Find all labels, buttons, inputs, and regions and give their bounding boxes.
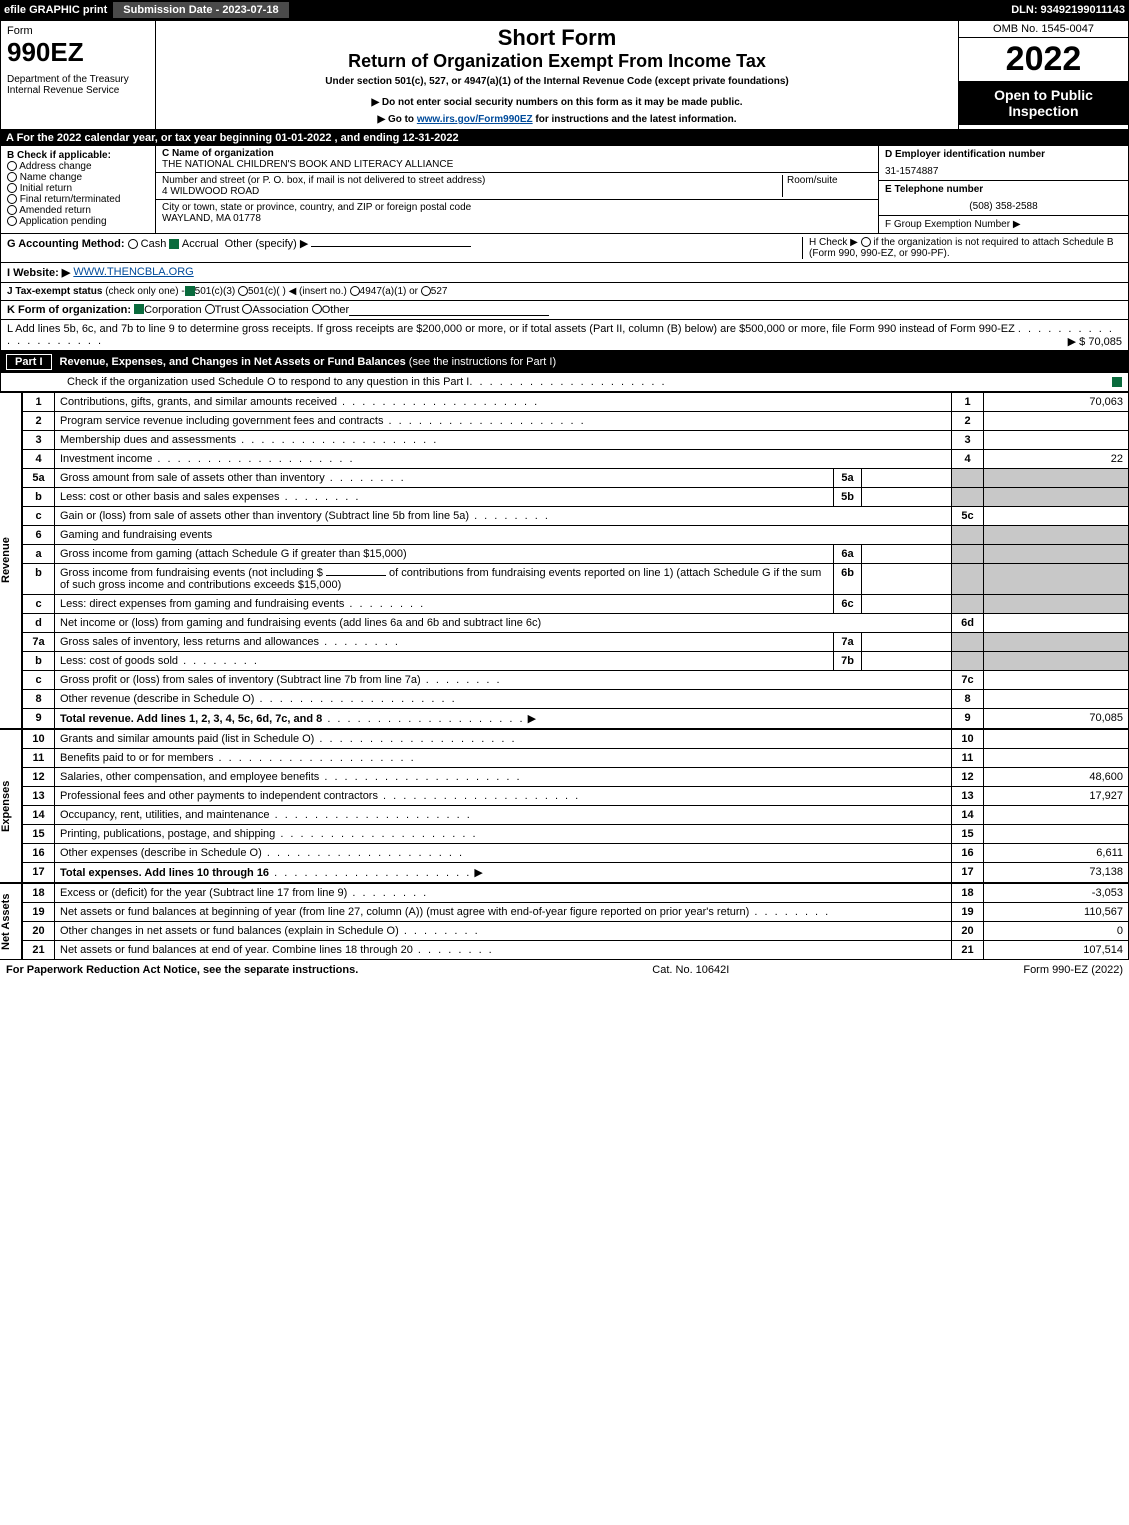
expenses-side-label: Expenses bbox=[0, 729, 22, 883]
dln: DLN: 93492199011143 bbox=[1011, 4, 1125, 16]
line-3-amount bbox=[984, 431, 1129, 450]
line-4-amount: 22 bbox=[984, 450, 1129, 469]
line-16-amount: 6,611 bbox=[984, 844, 1129, 863]
check-name-change[interactable] bbox=[7, 172, 17, 182]
line-17-amount: 73,138 bbox=[984, 863, 1129, 883]
check-initial-return[interactable] bbox=[7, 183, 17, 193]
check-501c3[interactable] bbox=[185, 286, 195, 296]
line-21-amount: 107,514 bbox=[984, 941, 1129, 960]
line-9-amount: 70,085 bbox=[984, 709, 1129, 729]
room-suite: Room/suite bbox=[782, 175, 872, 197]
line-18-amount: -3,053 bbox=[984, 884, 1129, 903]
tax-year: 2022 bbox=[959, 38, 1128, 81]
check-final-return[interactable] bbox=[7, 194, 17, 204]
line-7c-amount bbox=[984, 671, 1129, 690]
line-7a-val bbox=[862, 633, 952, 652]
check-other-org[interactable] bbox=[312, 304, 322, 314]
irs-link[interactable]: www.irs.gov/Form990EZ bbox=[417, 114, 533, 125]
line-6b-val bbox=[862, 564, 952, 595]
line-8-amount bbox=[984, 690, 1129, 709]
row-k-form-org: K Form of organization: Corporation Trus… bbox=[0, 301, 1129, 320]
check-501c[interactable] bbox=[238, 286, 248, 296]
efile-label: efile GRAPHIC print bbox=[4, 4, 107, 16]
line-19-amount: 110,567 bbox=[984, 903, 1129, 922]
short-form-title: Short Form bbox=[162, 25, 952, 51]
row-a-tax-year: A For the 2022 calendar year, or tax yea… bbox=[0, 130, 1129, 146]
omb-number: OMB No. 1545-0047 bbox=[959, 21, 1128, 38]
check-527[interactable] bbox=[421, 286, 431, 296]
do-not-ssn: ▶ Do not enter social security numbers o… bbox=[162, 97, 952, 108]
telephone: (508) 358-2588 bbox=[879, 198, 1128, 216]
line-5a-val bbox=[862, 469, 952, 488]
form-number: 990EZ bbox=[7, 37, 149, 68]
line-5c-amount bbox=[984, 507, 1129, 526]
goto-line: ▶ Go to www.irs.gov/Form990EZ for instru… bbox=[162, 114, 952, 125]
line-7b-val bbox=[862, 652, 952, 671]
part-i-header: Part I Revenue, Expenses, and Changes in… bbox=[0, 351, 1129, 373]
dept-treasury: Department of the Treasury bbox=[7, 74, 149, 85]
net-assets-section: Net Assets 18Excess or (deficit) for the… bbox=[0, 883, 1129, 960]
line-6a-val bbox=[862, 545, 952, 564]
check-cash[interactable] bbox=[128, 239, 138, 249]
check-assoc[interactable] bbox=[242, 304, 252, 314]
line-15-amount bbox=[984, 825, 1129, 844]
row-l-gross-receipts: L Add lines 5b, 6c, and 7b to line 9 to … bbox=[0, 320, 1129, 351]
line-5b-val bbox=[862, 488, 952, 507]
page-footer: For Paperwork Reduction Act Notice, see … bbox=[0, 960, 1129, 980]
check-trust[interactable] bbox=[205, 304, 215, 314]
check-application-pending[interactable] bbox=[7, 216, 17, 226]
check-address-change[interactable] bbox=[7, 161, 17, 171]
top-bar: efile GRAPHIC print Submission Date - 20… bbox=[0, 0, 1129, 20]
form-header: Form 990EZ Department of the Treasury In… bbox=[0, 20, 1129, 130]
city-state-zip: WAYLAND, MA 01778 bbox=[162, 213, 261, 224]
ein: 31-1574887 bbox=[879, 163, 1128, 181]
org-name: THE NATIONAL CHILDREN'S BOOK AND LITERAC… bbox=[162, 159, 453, 170]
section-b: B Check if applicable: Address change Na… bbox=[1, 146, 156, 233]
revenue-section: Revenue 1Contributions, gifts, grants, a… bbox=[0, 392, 1129, 729]
line-1-amount: 70,063 bbox=[984, 393, 1129, 412]
form-word: Form bbox=[7, 25, 149, 37]
line-13-amount: 17,927 bbox=[984, 787, 1129, 806]
street: 4 WILDWOOD ROAD bbox=[162, 186, 259, 197]
check-schedule-o[interactable] bbox=[1112, 377, 1122, 387]
gross-receipts-amount: ▶ $ 70,085 bbox=[1068, 335, 1122, 348]
row-i-website: I Website: ▶ WWW.THENCBLA.ORG bbox=[0, 263, 1129, 283]
cat-no: Cat. No. 10642I bbox=[358, 964, 1023, 976]
section-c: C Name of organization THE NATIONAL CHIL… bbox=[156, 146, 878, 233]
paperwork-notice: For Paperwork Reduction Act Notice, see … bbox=[6, 964, 358, 976]
part-i-check-row: Check if the organization used Schedule … bbox=[0, 373, 1129, 392]
check-corp[interactable] bbox=[134, 304, 144, 314]
irs-label: Internal Revenue Service bbox=[7, 85, 149, 96]
form-id-footer: Form 990-EZ (2022) bbox=[1023, 964, 1123, 976]
under-section: Under section 501(c), 527, or 4947(a)(1)… bbox=[162, 76, 952, 87]
net-assets-side-label: Net Assets bbox=[0, 883, 22, 960]
line-6c-val bbox=[862, 595, 952, 614]
line-6d-amount bbox=[984, 614, 1129, 633]
info-box: B Check if applicable: Address change Na… bbox=[0, 146, 1129, 234]
row-j-tax-exempt: J Tax-exempt status (check only one) - 5… bbox=[0, 283, 1129, 301]
line-20-amount: 0 bbox=[984, 922, 1129, 941]
website-link[interactable]: WWW.THENCBLA.ORG bbox=[73, 266, 193, 279]
line-11-amount bbox=[984, 749, 1129, 768]
line-10-amount bbox=[984, 730, 1129, 749]
line-14-amount bbox=[984, 806, 1129, 825]
expenses-section: Expenses 10Grants and similar amounts pa… bbox=[0, 729, 1129, 883]
check-amended[interactable] bbox=[7, 205, 17, 215]
row-g-h: G Accounting Method: Cash Accrual Other … bbox=[0, 234, 1129, 263]
check-h[interactable] bbox=[861, 237, 871, 247]
section-d: D Employer identification number 31-1574… bbox=[878, 146, 1128, 233]
revenue-side-label: Revenue bbox=[0, 392, 22, 729]
line-12-amount: 48,600 bbox=[984, 768, 1129, 787]
group-exemption: F Group Exemption Number ▶ bbox=[879, 216, 1128, 233]
check-4947[interactable] bbox=[350, 286, 360, 296]
return-title: Return of Organization Exempt From Incom… bbox=[162, 51, 952, 72]
check-accrual[interactable] bbox=[169, 239, 179, 249]
line-2-amount bbox=[984, 412, 1129, 431]
open-public: Open to Public Inspection bbox=[959, 81, 1128, 125]
submission-date: Submission Date - 2023-07-18 bbox=[113, 2, 288, 18]
